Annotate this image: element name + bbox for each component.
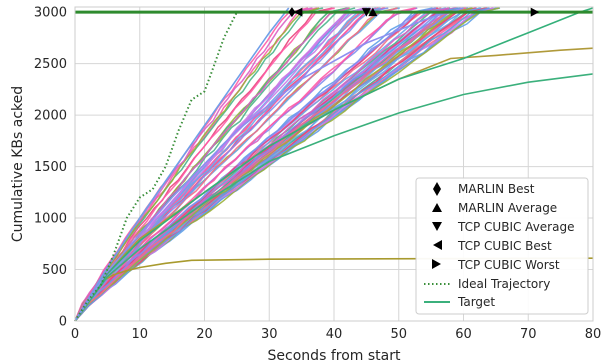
throughput-series-line — [74, 7, 439, 322]
triangle-up-icon — [432, 203, 442, 212]
triangle-down-icon — [432, 222, 442, 231]
x-tick-label: 20 — [196, 327, 213, 342]
triangle-right-icon — [432, 259, 441, 269]
throughput-series-line — [74, 7, 465, 322]
x-tick-label: 10 — [131, 327, 148, 342]
legend-marlin-average: MARLIN Average — [432, 201, 557, 215]
legend: MARLIN Best MARLIN Average TCP CUBIC Ave… — [415, 177, 589, 315]
legend-label-marlin-best: MARLIN Best — [458, 182, 535, 196]
x-tick-label: 70 — [520, 327, 537, 342]
x-tick-label: 50 — [390, 327, 407, 342]
marker-triangle-right — [530, 7, 540, 17]
y-tick-label: 2500 — [34, 57, 67, 72]
x-tick-label: 30 — [261, 327, 278, 342]
y-axis-label: Cumulative KBs acked — [10, 86, 26, 242]
x-tick-label: 0 — [71, 327, 79, 342]
throughput-series-line — [74, 73, 594, 322]
y-tick-label: 3000 — [34, 6, 67, 21]
throughput-series-line — [74, 7, 464, 322]
marker-triangle-up — [368, 7, 378, 17]
legend-marlin-best: MARLIN Best — [433, 182, 535, 196]
plot-frame — [74, 6, 594, 322]
legend-label-cubic-average: TCP CUBIC Average — [457, 220, 574, 234]
throughput-series-line — [74, 7, 594, 322]
y-tick-label: 2000 — [34, 109, 67, 124]
throughput-series-line — [74, 7, 381, 322]
legend-cubic-worst: TCP CUBIC Worst — [432, 258, 560, 272]
x-tick-label: 40 — [326, 327, 343, 342]
x-axis-label: Seconds from start — [268, 348, 401, 364]
series-layer — [74, 7, 594, 322]
x-tick-label: 80 — [585, 327, 602, 342]
legend-label-target: Target — [457, 295, 495, 309]
legend-label-cubic-best: TCP CUBIC Best — [457, 239, 552, 253]
y-tick-label: 0 — [59, 315, 67, 330]
throughput-series-line — [74, 7, 467, 322]
x-tick-labels: 0 10 20 30 40 50 60 70 80 — [71, 327, 601, 342]
y-tick-label: 1000 — [34, 212, 67, 227]
throughput-series-line — [74, 7, 437, 322]
legend-cubic-average: TCP CUBIC Average — [432, 220, 574, 234]
legend-target: Target — [424, 295, 495, 309]
legend-label-marlin-average: MARLIN Average — [458, 201, 557, 215]
triangle-left-icon — [433, 240, 442, 250]
x-tick-label: 60 — [455, 327, 472, 342]
marker-triangle-down — [361, 8, 371, 17]
throughput-series-line — [74, 7, 290, 322]
throughput-series-line — [74, 7, 320, 322]
legend-label-cubic-worst: TCP CUBIC Worst — [457, 258, 560, 272]
diamond-icon — [433, 182, 441, 196]
marker-triangle-left — [293, 7, 303, 17]
legend-cubic-best: TCP CUBIC Best — [433, 239, 552, 253]
throughput-series-line — [74, 7, 335, 322]
legend-ideal-trajectory: Ideal Trajectory — [424, 277, 550, 291]
y-tick-label: 500 — [42, 263, 67, 278]
legend-label-ideal-trajectory: Ideal Trajectory — [458, 277, 550, 291]
legend-box — [415, 177, 589, 315]
ideal-trajectory-line — [74, 11, 238, 322]
y-tick-labels: 0 500 1000 1500 2000 2500 3000 — [34, 6, 67, 330]
marker-diamond — [288, 7, 296, 18]
marker-layer — [288, 7, 540, 18]
y-tick-label: 1500 — [34, 160, 67, 175]
